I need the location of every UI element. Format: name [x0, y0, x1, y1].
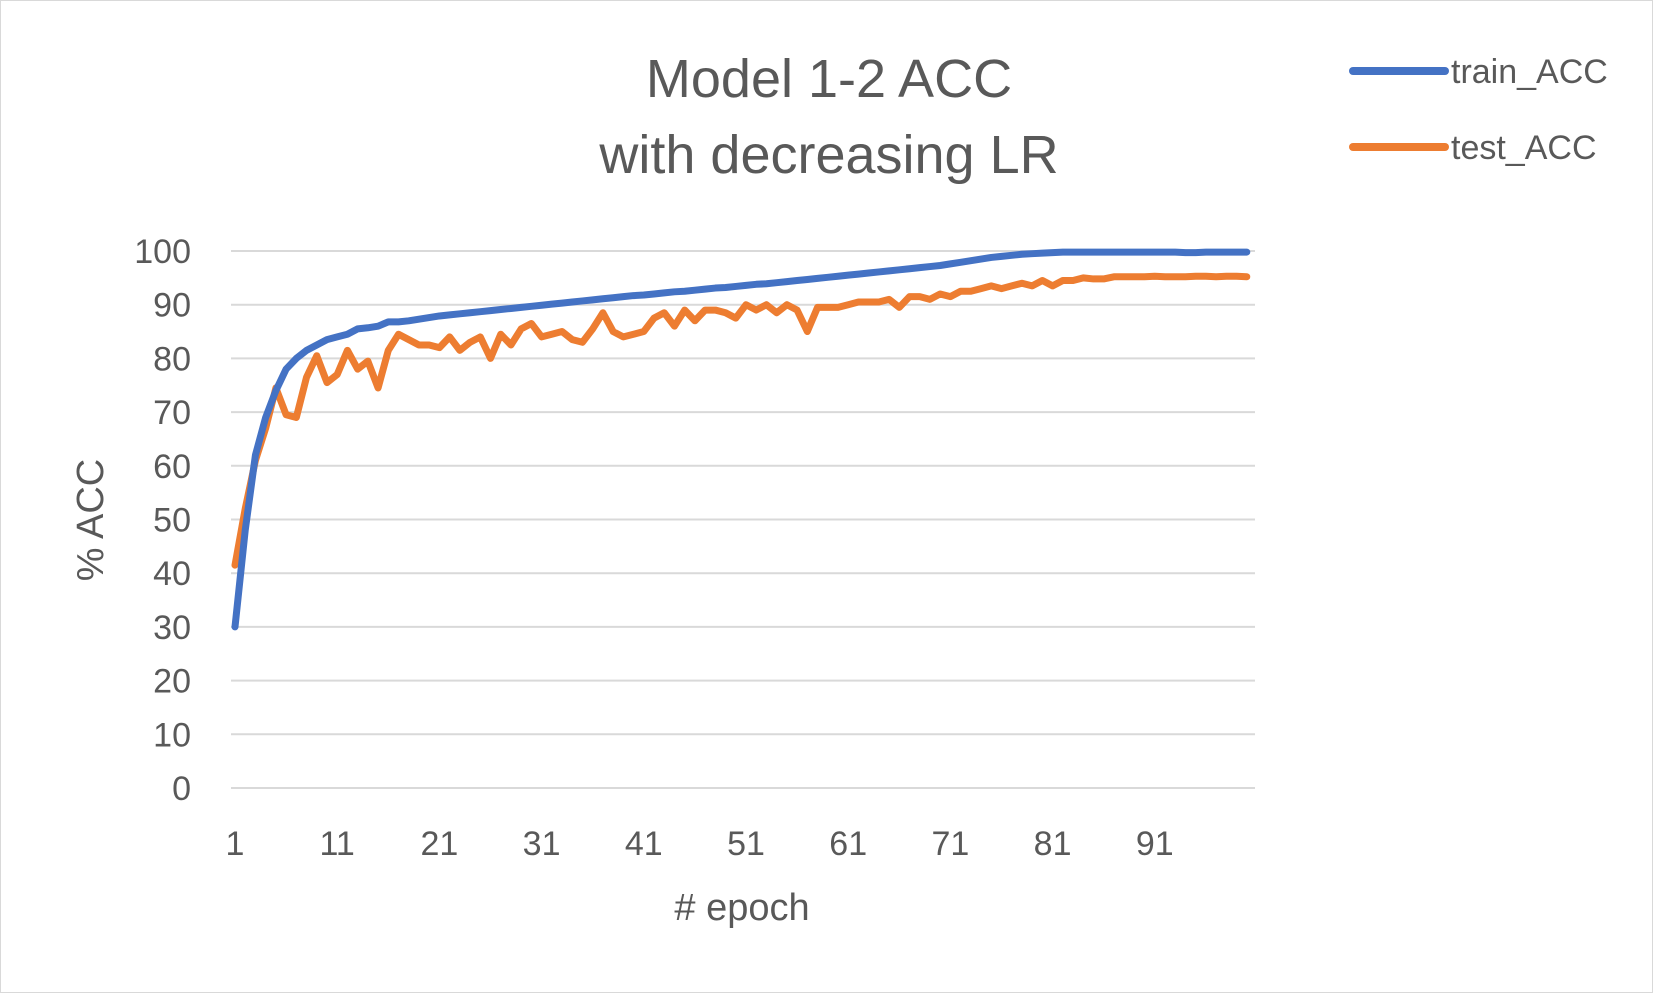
- legend-label-train: train_ACC: [1451, 53, 1608, 91]
- y-tick-label: 10: [153, 716, 191, 754]
- x-axis-title: # epoch: [674, 887, 809, 929]
- x-tick-label: 21: [420, 825, 458, 863]
- y-tick-label: 80: [153, 340, 191, 378]
- legend: train_ACC test_ACC: [1349, 53, 1608, 167]
- y-tick-label: 20: [153, 663, 191, 701]
- chart-subtitle: with decreasing LR: [598, 125, 1058, 185]
- y-tick-label: 60: [153, 448, 191, 486]
- y-tick-label: 50: [153, 502, 191, 540]
- y-tick-label: 0: [172, 770, 191, 808]
- x-tick-label: 41: [625, 825, 663, 863]
- x-tick-label: 31: [523, 825, 561, 863]
- legend-label-test: test_ACC: [1451, 129, 1597, 167]
- y-tick-label: 100: [134, 233, 191, 271]
- series-line-test_ACC: [231, 272, 1251, 569]
- y-axis-title: % ACC: [70, 459, 112, 581]
- gridlines: [231, 250, 1255, 789]
- series-line-train_ACC: [231, 248, 1251, 631]
- y-tick-label: 40: [153, 555, 191, 593]
- chart-title: Model 1-2 ACC: [646, 49, 1012, 109]
- series-lines: [231, 248, 1251, 631]
- y-axis-ticks: 0 10 20 30 40 50 60 70 80 90 100: [134, 233, 191, 808]
- y-tick-label: 90: [153, 287, 191, 325]
- y-tick-label: 70: [153, 394, 191, 432]
- x-axis-ticks: 1 11 21 31 41 51 61 71 81 91: [226, 825, 1174, 863]
- x-tick-label: 81: [1034, 825, 1072, 863]
- x-tick-label: 1: [226, 825, 245, 863]
- x-tick-label: 61: [829, 825, 867, 863]
- x-tick-label: 11: [320, 825, 355, 863]
- x-tick-label: 71: [931, 825, 969, 863]
- x-tick-label: 91: [1136, 825, 1174, 863]
- x-tick-label: 51: [727, 825, 765, 863]
- y-tick-label: 30: [153, 609, 191, 647]
